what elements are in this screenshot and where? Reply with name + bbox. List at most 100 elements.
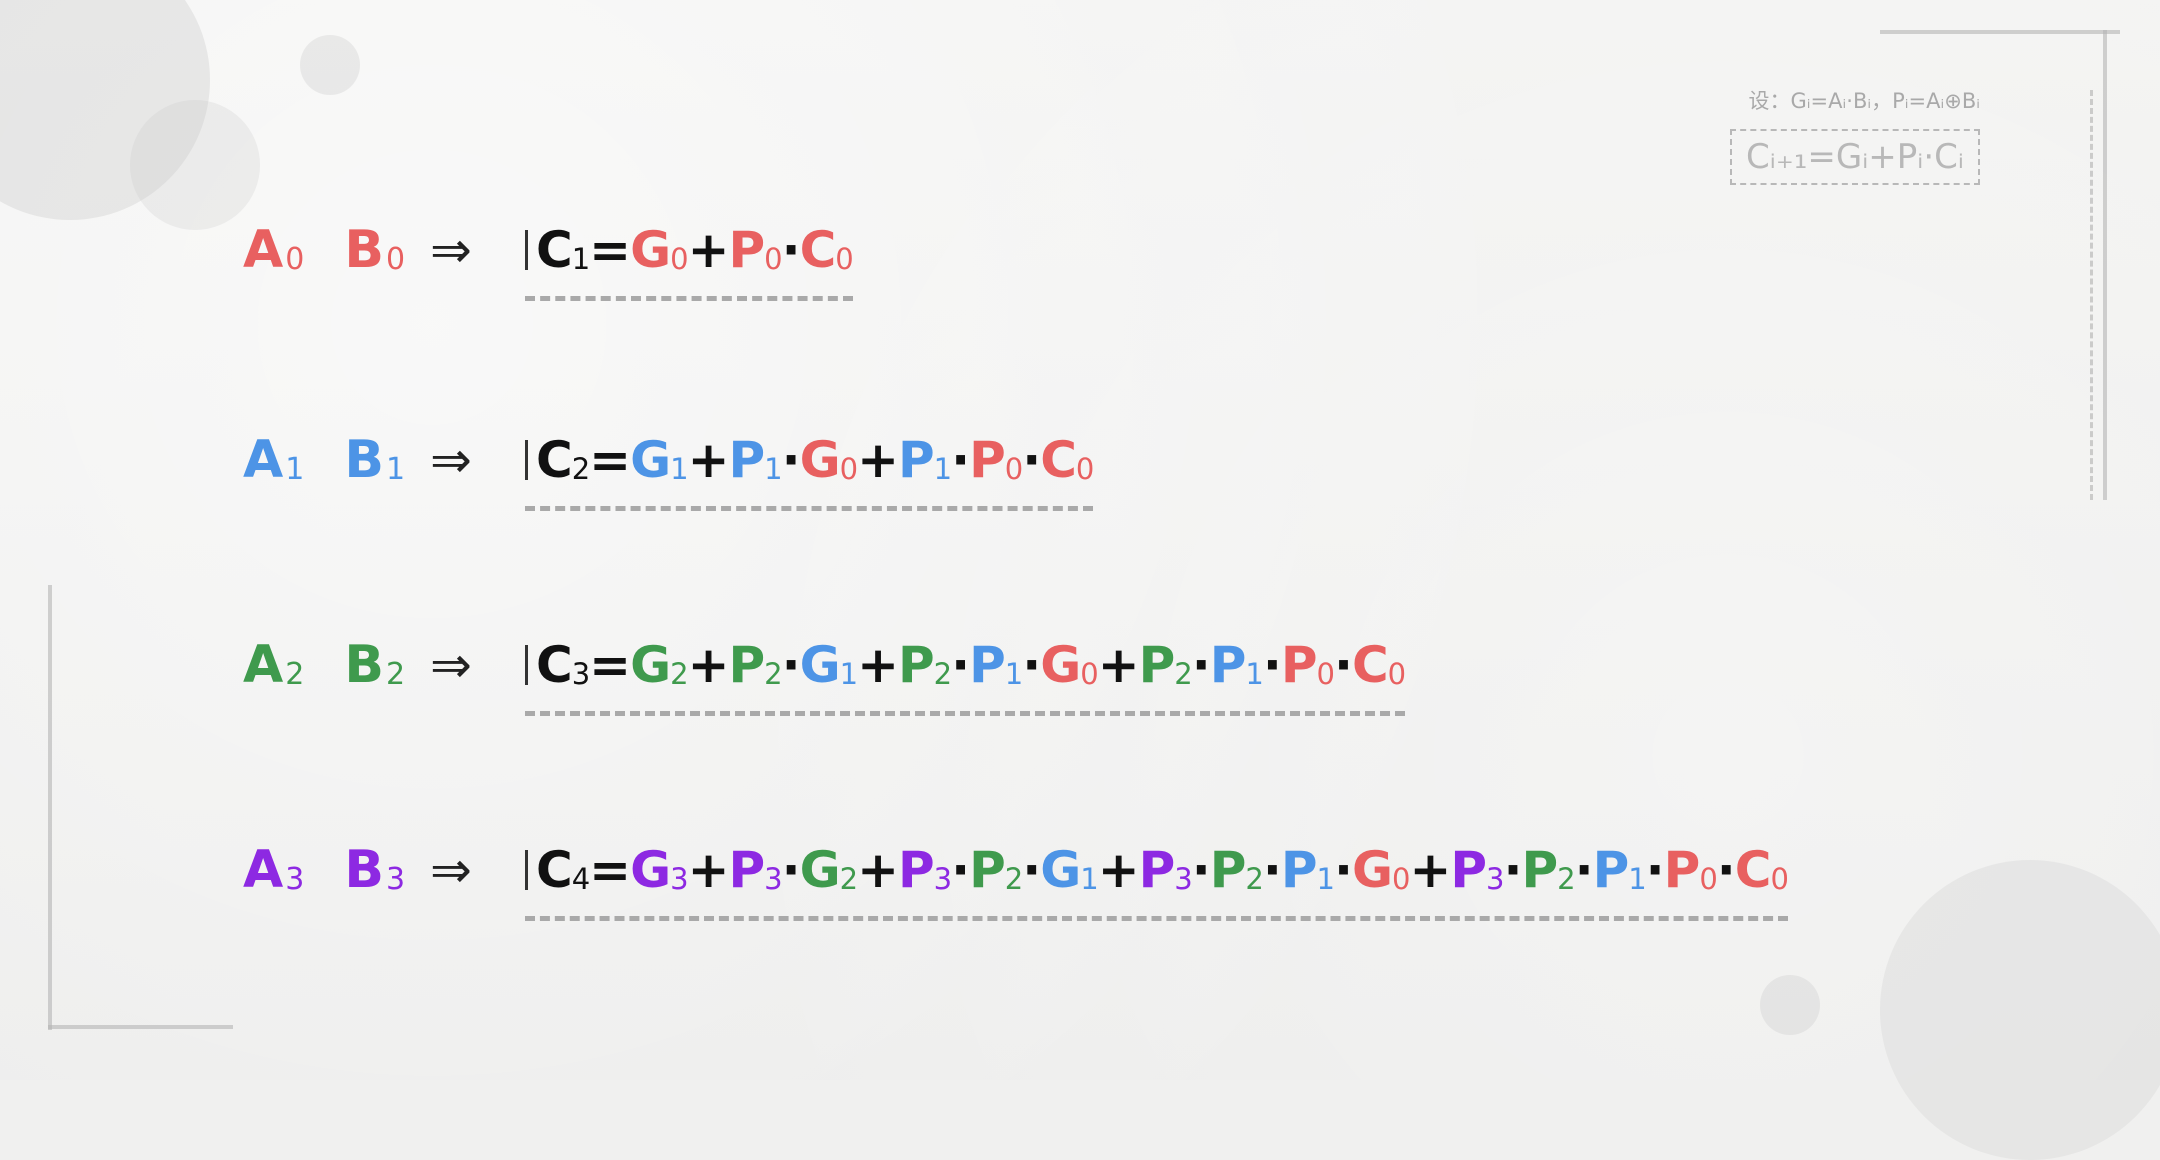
paper-background — [0, 0, 2160, 1080]
formula-operator: · — [1262, 841, 1282, 899]
equation-row: A2 B2 ⇒ C3=G2+P2·G1+P2·P1·G0+P2·P1·P0·C0 — [243, 620, 1406, 716]
formula-term: P1 — [1280, 841, 1335, 899]
formula-operator: · — [781, 221, 801, 279]
formula-operator: · — [1022, 431, 1041, 489]
formula-operator: · — [781, 431, 801, 489]
formula-term: P0 — [969, 431, 1023, 489]
formula-operator: + — [857, 636, 899, 694]
formula-term: G1 — [630, 431, 689, 489]
formula-term: P2 — [1521, 841, 1575, 899]
formula-operator: · — [1716, 841, 1736, 899]
formula-term: C0 — [1351, 636, 1406, 694]
equation-row: A0 B0 ⇒ C1=G0+P0·C0 — [243, 205, 854, 301]
legend-definition: 设：Gᵢ=Aᵢ·Bᵢ，Pᵢ=Aᵢ⊕Bᵢ — [1748, 89, 1980, 113]
frame-line — [48, 585, 52, 1030]
decor-circle — [1760, 975, 1820, 1035]
text-cursor — [525, 645, 528, 685]
formula-term: P2 — [728, 636, 782, 694]
input-pair: A0 B0 — [243, 220, 430, 280]
formula-operator: · — [1262, 636, 1282, 694]
formula-operator: + — [1097, 636, 1140, 694]
dashed-underline — [525, 296, 853, 301]
formula-term: C0 — [1734, 841, 1789, 899]
formula-term: G0 — [1351, 841, 1411, 899]
formula-term: P2 — [1209, 841, 1264, 899]
formula-operator: = — [589, 636, 631, 694]
equation-row: A1 B1 ⇒ C2=G1+P1·G0+P1·P0·C0 — [243, 415, 1094, 511]
frame-line — [2103, 30, 2107, 500]
formula-term: P0 — [1663, 841, 1718, 899]
formula-term: P1 — [897, 431, 952, 489]
input-a: A1 — [243, 430, 305, 490]
formula-term: P3 — [728, 841, 782, 899]
formula-operator: · — [1333, 636, 1353, 694]
dashed-underline — [525, 506, 1094, 511]
formula-operator: · — [781, 636, 801, 694]
carry-formula: C2=G1+P1·G0+P1·P0·C0 — [525, 431, 1094, 511]
formula-operator: = — [589, 431, 631, 489]
formula-term: P1 — [1209, 636, 1264, 694]
formula-operator: + — [857, 431, 899, 489]
formula-term: G3 — [630, 841, 689, 899]
carry-formula: C3=G2+P2·G1+P2·P1·G0+P2·P1·P0·C0 — [525, 636, 1406, 716]
implies-arrow: ⇒ — [430, 221, 472, 279]
input-pair: A2 B2 — [243, 635, 430, 695]
implies-arrow: ⇒ — [430, 636, 472, 694]
formula-term: P3 — [1138, 841, 1193, 899]
text-cursor — [525, 440, 528, 480]
formula-operator: + — [1097, 841, 1140, 899]
formula-operator: = — [589, 841, 631, 899]
formula-operator: + — [687, 841, 730, 899]
formula-operator: · — [1191, 636, 1211, 694]
text-cursor — [525, 850, 528, 890]
formula-term: G0 — [799, 431, 859, 489]
formula-term: G0 — [1040, 636, 1099, 694]
formula-term: G0 — [630, 221, 689, 279]
legend-carry-rule: Cᵢ₊₁=Gᵢ+Pᵢ·Cᵢ — [1730, 129, 1980, 185]
input-pair: A1 B1 — [243, 430, 430, 490]
formula-term: P1 — [969, 636, 1023, 694]
input-b: B2 — [344, 635, 406, 695]
formula-term: G1 — [799, 636, 859, 694]
formula-term: G2 — [799, 841, 859, 899]
carry-formula: C4=G3+P3·G2+P3·P2·G1+P3·P2·P1·G0+P3·P2·P… — [525, 841, 1789, 921]
formula-term: P0 — [728, 221, 782, 279]
formula-operator: · — [1503, 841, 1522, 899]
decor-circle — [300, 35, 360, 95]
formula-operator: + — [857, 841, 899, 899]
decor-circle — [130, 100, 260, 230]
equation-row: A3 B3 ⇒ C4=G3+P3·G2+P3·P2·G1+P3·P2·P1·G0+P3… — [243, 825, 1789, 921]
formula-term: C0 — [1040, 431, 1094, 489]
formula-operator: · — [1191, 841, 1211, 899]
formula-operator: + — [687, 636, 730, 694]
formula-operator: · — [951, 431, 970, 489]
formula-term: G2 — [630, 636, 689, 694]
watermark — [1958, 48, 1970, 81]
formula-term: P3 — [1450, 841, 1504, 899]
formula-operator: · — [1022, 841, 1041, 899]
formula-operator: = — [589, 221, 631, 279]
formula-operator: · — [1022, 636, 1041, 694]
formula-term: P2 — [969, 841, 1023, 899]
input-a: A2 — [243, 635, 305, 695]
implies-arrow: ⇒ — [430, 431, 472, 489]
formula-term: P0 — [1280, 636, 1335, 694]
legend: 设：Gᵢ=Aᵢ·Bᵢ，Pᵢ=Aᵢ⊕Bᵢ Cᵢ₊₁=Gᵢ+Pᵢ·Cᵢ — [1660, 85, 1980, 185]
formula-operator: · — [951, 636, 970, 694]
input-pair: A3 B3 — [243, 840, 430, 900]
formula-term: P3 — [897, 841, 952, 899]
formula-term: P2 — [897, 636, 952, 694]
formula-operator: · — [1574, 841, 1594, 899]
frame-line — [1880, 30, 2120, 34]
formula-term: C4 — [536, 841, 590, 899]
dashed-underline — [525, 711, 1406, 716]
formula-term: C1 — [536, 221, 590, 279]
frame-dash — [2090, 90, 2093, 500]
formula-term: P1 — [728, 431, 782, 489]
carry-formula: C1=G0+P0·C0 — [525, 221, 854, 301]
formula-operator: + — [687, 431, 730, 489]
formula-term: C3 — [536, 636, 590, 694]
implies-arrow: ⇒ — [430, 841, 472, 899]
input-b: B0 — [344, 220, 406, 280]
input-a: A0 — [243, 220, 305, 280]
